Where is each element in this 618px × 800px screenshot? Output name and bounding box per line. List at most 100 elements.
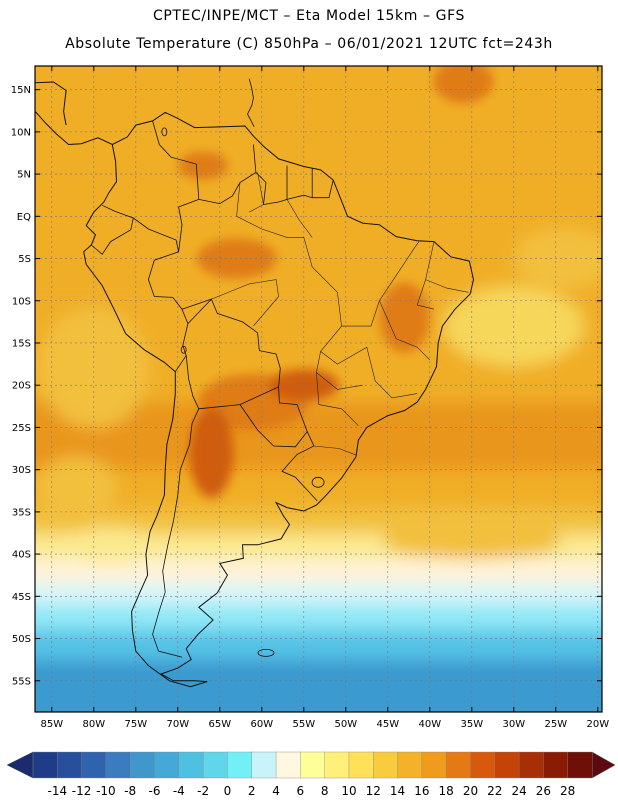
temp-band bbox=[35, 583, 602, 605]
state-border bbox=[320, 346, 418, 399]
colorbar-label: 4 bbox=[272, 784, 280, 798]
colorbar-swatch bbox=[105, 751, 131, 779]
lat-label: 5S bbox=[18, 254, 31, 265]
colorbar-label: 6 bbox=[297, 784, 305, 798]
lon-label: 60W bbox=[250, 719, 273, 730]
colorbar-label: -4 bbox=[173, 784, 185, 798]
colorbar-swatch bbox=[251, 751, 277, 779]
lake-maracaibo bbox=[161, 127, 168, 137]
hot-region bbox=[189, 407, 234, 498]
temp-band bbox=[35, 659, 602, 712]
temp-patch bbox=[37, 456, 117, 517]
colorbar-swatch bbox=[567, 751, 593, 779]
falkland-islands bbox=[257, 648, 275, 657]
colorbar-swatch bbox=[543, 751, 569, 779]
lon-label: 85W bbox=[40, 719, 63, 730]
colorbar-swatch bbox=[275, 751, 301, 779]
lat-label: EQ bbox=[17, 212, 31, 223]
hot-region bbox=[379, 282, 430, 353]
lon-label: 70W bbox=[166, 719, 189, 730]
lat-label: 15S bbox=[12, 338, 31, 349]
central-america-caribbean-coast bbox=[35, 81, 67, 126]
lat-label: 10S bbox=[12, 296, 31, 307]
lat-label: 45S bbox=[12, 592, 31, 603]
lon-label: 75W bbox=[124, 719, 147, 730]
lon-label: 65W bbox=[208, 719, 231, 730]
lat-label: 50S bbox=[12, 634, 31, 645]
map-frame bbox=[34, 65, 603, 713]
state-border bbox=[341, 241, 420, 327]
country-border bbox=[152, 120, 200, 252]
lon-label: 35W bbox=[460, 719, 483, 730]
temp-patch bbox=[38, 308, 149, 429]
colorbar-swatch bbox=[494, 751, 520, 779]
central-america-coastline bbox=[35, 110, 113, 146]
state-border bbox=[313, 445, 357, 456]
lon-label: 50W bbox=[334, 719, 357, 730]
colorbar-swatch bbox=[421, 751, 447, 779]
state-border bbox=[261, 228, 363, 390]
colorbar-swatch bbox=[324, 751, 350, 779]
lon-label: 45W bbox=[376, 719, 399, 730]
colorbar-label: 26 bbox=[536, 784, 551, 798]
lat-label: 25S bbox=[12, 423, 31, 434]
colorbar-swatch bbox=[32, 751, 58, 779]
colorbar-label: 12 bbox=[366, 784, 381, 798]
lat-label: 40S bbox=[12, 550, 31, 561]
colorbar-swatch bbox=[57, 751, 83, 779]
state-border bbox=[416, 279, 435, 310]
chart-title-line2: Absolute Temperature (C) 850hPa – 06/01/… bbox=[65, 36, 553, 52]
temp-band bbox=[35, 604, 602, 631]
coastlines-borders bbox=[35, 78, 475, 688]
colorbar-arrow-left bbox=[6, 751, 34, 779]
latitude-labels: 15N 10N 5N EQ 5S 10S 15S 20S 25S 30S 35S 40S 45S 50S 5… bbox=[11, 85, 31, 687]
lat-label: 30S bbox=[12, 465, 31, 476]
colorbar-swatch bbox=[130, 751, 156, 779]
state-border bbox=[249, 172, 264, 213]
country-border bbox=[281, 431, 318, 502]
country-border bbox=[198, 144, 257, 205]
country-border bbox=[181, 298, 281, 410]
lagoa-dos-patos bbox=[311, 476, 325, 488]
country-border bbox=[152, 408, 200, 658]
colorbar-swatch bbox=[202, 751, 229, 779]
chart-title-line1: CPTEC/INPE/MCT – Eta Model 15km – GFS bbox=[152, 8, 466, 24]
colorbar-label: 28 bbox=[560, 784, 575, 798]
colorbar-swatch bbox=[397, 751, 423, 779]
state-border bbox=[211, 279, 279, 327]
hot-region bbox=[433, 66, 494, 104]
lat-label: 20S bbox=[12, 381, 31, 392]
colorbar-label: -2 bbox=[197, 784, 209, 798]
colorbar-swatch bbox=[154, 751, 180, 779]
map-ticks bbox=[35, 66, 602, 712]
country-border bbox=[187, 298, 212, 324]
state-border bbox=[236, 182, 262, 230]
hot-region bbox=[178, 151, 228, 180]
colorbar-label: -14 bbox=[47, 784, 67, 798]
longitude-labels: 85W 80W 75W 70W 65W 60W 55W 50W 45W 40W 35W 30W 25W 2… bbox=[40, 719, 609, 730]
lon-label: 55W bbox=[292, 719, 315, 730]
colorbar-label: 8 bbox=[321, 784, 329, 798]
country-border bbox=[91, 204, 134, 255]
lat-label: 10N bbox=[11, 127, 31, 138]
colorbar-label: 2 bbox=[248, 784, 256, 798]
country-border bbox=[133, 217, 189, 372]
colorbar-label: 14 bbox=[390, 784, 405, 798]
colorbar-swatch bbox=[178, 751, 204, 779]
lat-label: 35S bbox=[12, 507, 31, 518]
state-border bbox=[379, 300, 431, 361]
hot-region bbox=[268, 369, 339, 402]
colorbar-swatch bbox=[445, 751, 472, 779]
colorbar-swatch bbox=[373, 751, 399, 779]
temp-band bbox=[35, 469, 602, 508]
colorbar-swatch bbox=[227, 751, 253, 779]
colorbar-label: -8 bbox=[124, 784, 136, 798]
caribbean-island bbox=[247, 78, 255, 127]
colorbar-swatch bbox=[518, 751, 544, 779]
colorbar-arrow-right bbox=[591, 751, 616, 779]
lake-titicaca bbox=[180, 345, 187, 354]
south-america-coastline bbox=[83, 111, 475, 688]
colorbar-label: 10 bbox=[341, 784, 356, 798]
